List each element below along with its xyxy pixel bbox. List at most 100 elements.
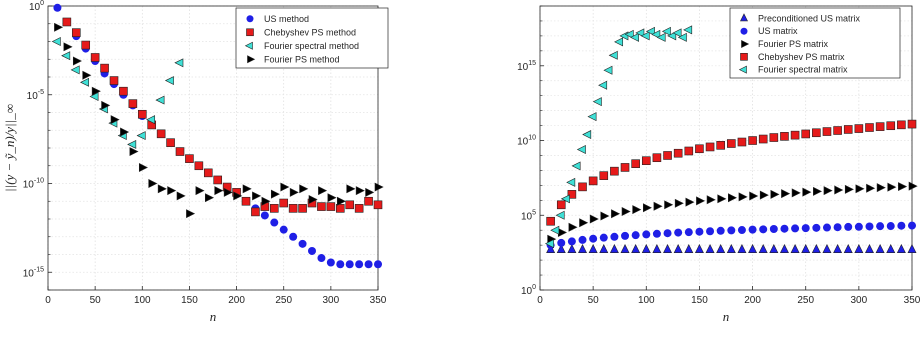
data-point-chebyshev-ps-matrix xyxy=(801,129,811,139)
data-point-fourier-spectral-matrix xyxy=(683,25,693,35)
data-point-us-matrix xyxy=(610,232,619,241)
data-point-fourier-spectral-method xyxy=(51,37,61,46)
data-point-preconditioned-us-matrix xyxy=(599,243,609,253)
data-point-chebyshev-ps-matrix xyxy=(758,134,768,144)
data-point-fourier-ps-method xyxy=(374,182,384,192)
data-point-fourier-ps-matrix xyxy=(770,189,780,199)
x-tick-label: 0 xyxy=(537,295,543,306)
data-point-preconditioned-us-matrix xyxy=(737,243,747,253)
data-point-fourier-ps-matrix xyxy=(706,195,716,205)
data-point-chebyshev-ps-method xyxy=(62,17,72,27)
data-point-chebyshev-ps-matrix xyxy=(790,130,800,140)
data-point-fourier-ps-matrix xyxy=(855,184,865,194)
data-point-fourier-ps-matrix xyxy=(866,183,876,193)
data-point-chebyshev-ps-matrix xyxy=(599,171,609,180)
data-point-chebyshev-ps-matrix xyxy=(546,216,555,226)
data-point-preconditioned-us-matrix xyxy=(896,243,906,253)
data-point-us-matrix xyxy=(780,224,789,233)
data-point-fourier-ps-matrix xyxy=(642,203,652,213)
data-point-fourier-ps-matrix xyxy=(791,188,801,198)
data-point-fourier-spectral-matrix xyxy=(624,29,634,39)
series-preconditioned-us-matrix xyxy=(546,243,917,253)
data-point-fourier-spectral-matrix xyxy=(629,32,639,42)
data-point-fourier-ps-matrix xyxy=(717,194,727,204)
data-point-preconditioned-us-matrix xyxy=(663,243,673,253)
data-point-preconditioned-us-matrix xyxy=(790,243,800,253)
data-point-chebyshev-ps-matrix xyxy=(833,126,842,135)
data-point-fourier-ps-method xyxy=(252,191,262,201)
data-point-fourier-ps-matrix xyxy=(685,197,695,207)
y-tick-label: 1015 xyxy=(517,60,536,73)
data-point-chebyshev-ps-matrix xyxy=(631,159,640,168)
data-point-us-method xyxy=(53,3,62,12)
data-point-fourier-spectral-method xyxy=(164,76,174,86)
legend-marker-chebyshev-ps-method xyxy=(246,28,254,37)
data-point-fourier-spectral-matrix xyxy=(608,50,618,60)
data-point-fourier-spectral-method xyxy=(80,77,90,87)
data-point-chebyshev-ps-method xyxy=(373,200,383,210)
data-point-us-matrix xyxy=(621,231,630,240)
data-point-fourier-spectral-matrix xyxy=(635,28,645,38)
data-point-fourier-spectral-method xyxy=(155,95,165,105)
data-point-chebyshev-ps-matrix xyxy=(769,133,779,142)
data-point-preconditioned-us-matrix xyxy=(567,243,577,253)
data-point-chebyshev-ps-matrix xyxy=(684,146,694,156)
legend-box xyxy=(729,7,901,79)
x-axis-label: n xyxy=(723,309,730,324)
data-point-preconditioned-us-matrix xyxy=(854,243,864,253)
data-point-us-matrix xyxy=(759,225,768,234)
data-point-fourier-ps-method xyxy=(129,147,139,157)
data-point-chebyshev-ps-method xyxy=(90,53,100,62)
data-point-preconditioned-us-matrix xyxy=(652,243,662,253)
data-point-chebyshev-ps-matrix xyxy=(907,119,917,129)
data-point-preconditioned-us-matrix xyxy=(684,243,694,253)
data-point-chebyshev-ps-method xyxy=(175,147,185,156)
x-tick-label: 350 xyxy=(904,295,921,306)
y-tick-label: 100 xyxy=(29,0,44,13)
legend-label: Fourier PS matrix xyxy=(758,39,829,49)
data-point-chebyshev-ps-matrix xyxy=(748,136,757,145)
data-point-chebyshev-ps-matrix xyxy=(727,139,736,148)
data-point-fourier-ps-matrix xyxy=(781,189,791,199)
legend-marker-us-method xyxy=(246,15,254,23)
data-point-preconditioned-us-matrix xyxy=(556,243,566,253)
data-point-us-method xyxy=(270,218,279,227)
x-axis-label: n xyxy=(210,309,217,324)
data-point-preconditioned-us-matrix xyxy=(748,243,758,253)
data-point-fourier-spectral-matrix xyxy=(566,177,576,187)
data-point-fourier-ps-matrix xyxy=(834,185,844,195)
x-tick-label: 250 xyxy=(797,295,814,306)
data-point-chebyshev-ps-method xyxy=(185,154,194,163)
data-point-fourier-spectral-matrix xyxy=(645,26,655,36)
data-point-chebyshev-ps-matrix xyxy=(822,127,832,136)
data-point-chebyshev-ps-method xyxy=(288,204,298,213)
data-point-fourier-ps-method xyxy=(308,194,318,204)
data-point-us-matrix xyxy=(727,226,736,235)
data-point-preconditioned-us-matrix xyxy=(779,243,789,253)
y-tick-label: 105 xyxy=(521,209,536,222)
data-point-fourier-ps-method xyxy=(91,86,101,96)
data-point-chebyshev-ps-matrix xyxy=(610,166,619,176)
data-point-chebyshev-ps-method xyxy=(269,204,279,213)
data-point-fourier-ps-matrix xyxy=(749,191,759,201)
data-point-us-matrix xyxy=(791,224,800,233)
data-point-us-matrix xyxy=(801,224,810,233)
data-point-fourier-ps-matrix xyxy=(600,211,610,221)
legend-marker-fourier-spectral-matrix xyxy=(738,65,747,74)
data-point-us-matrix xyxy=(663,229,672,238)
data-point-preconditioned-us-matrix xyxy=(620,243,630,253)
data-point-fourier-spectral-matrix xyxy=(576,145,586,154)
data-point-chebyshev-ps-method xyxy=(345,200,355,210)
data-point-us-method xyxy=(298,239,307,248)
data-point-fourier-ps-matrix xyxy=(876,183,886,193)
data-point-preconditioned-us-matrix xyxy=(705,243,715,253)
y-tick-label: 10-5 xyxy=(27,89,44,102)
legend: US method Chebyshev PS method Fourier spec… xyxy=(235,7,389,69)
data-point-fourier-ps-method xyxy=(138,163,148,173)
data-point-fourier-ps-matrix xyxy=(908,181,918,191)
legend-marker-fourier-spectral-method xyxy=(244,41,253,50)
data-point-chebyshev-ps-matrix xyxy=(695,144,704,154)
legend-box xyxy=(235,7,389,69)
data-point-fourier-ps-method xyxy=(63,42,73,52)
data-point-fourier-spectral-matrix xyxy=(603,65,613,75)
